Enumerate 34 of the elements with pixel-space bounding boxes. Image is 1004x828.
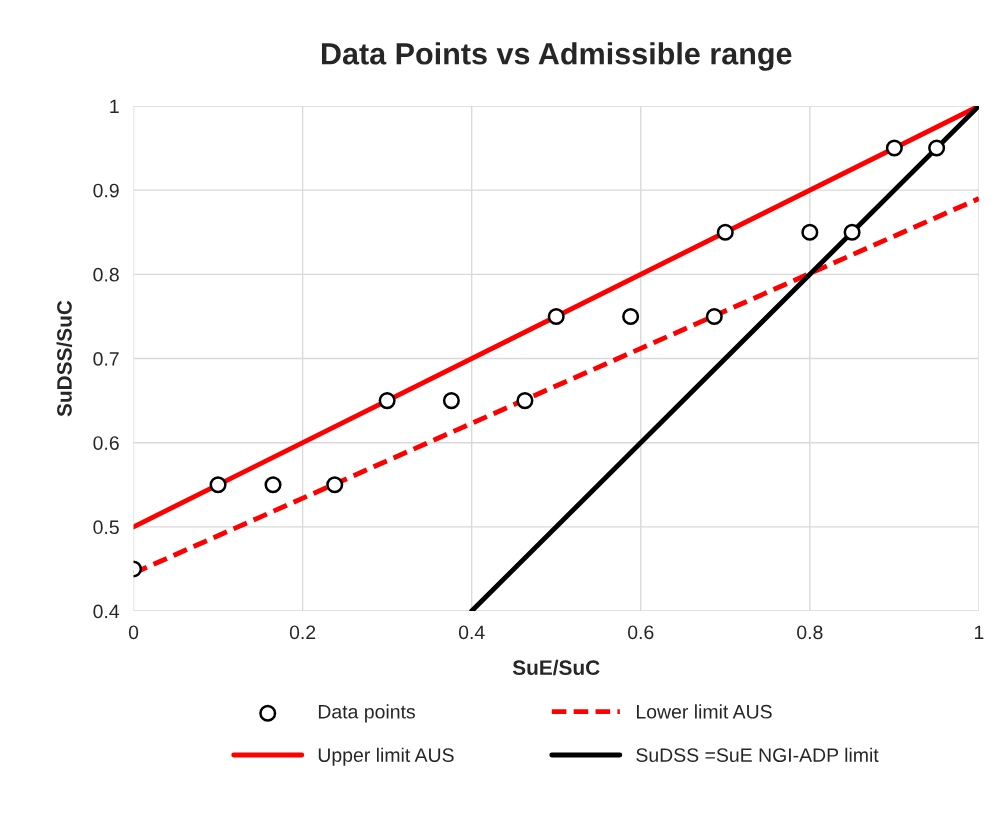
chart-title: Data Points vs Admissible range bbox=[321, 42, 792, 71]
x-tick-label: 0.6 bbox=[628, 625, 654, 640]
point bbox=[622, 307, 640, 325]
x-tick-label: 0.8 bbox=[797, 625, 823, 640]
point bbox=[547, 307, 565, 325]
y-tick-label: 0.4 bbox=[93, 604, 120, 619]
x-tick-label: 0 bbox=[128, 625, 139, 640]
point bbox=[801, 223, 819, 241]
y-axis-title: SuDSS/SuC bbox=[56, 300, 73, 417]
y-tick-label: 0.8 bbox=[93, 267, 119, 282]
point bbox=[885, 139, 903, 157]
point bbox=[716, 223, 734, 241]
legend-label: Upper limit AUS bbox=[318, 747, 454, 766]
x-axis-title: SuE/SuC bbox=[512, 659, 600, 676]
point bbox=[264, 476, 282, 494]
x-tick-label: 1 bbox=[974, 625, 984, 640]
legend-label: Lower limit AUS bbox=[636, 704, 772, 719]
x-tick-label: 0.4 bbox=[458, 625, 485, 640]
point bbox=[209, 476, 227, 494]
point bbox=[326, 476, 344, 494]
y-tick-label: 0.7 bbox=[93, 351, 119, 366]
point bbox=[843, 223, 861, 241]
point bbox=[516, 392, 534, 410]
point bbox=[378, 392, 396, 410]
legend-label: Data points bbox=[318, 704, 415, 723]
point bbox=[705, 307, 723, 325]
y-tick-label: 1 bbox=[110, 99, 119, 114]
y-tick-label: 0.6 bbox=[93, 436, 119, 450]
point bbox=[442, 392, 460, 410]
y-tick-label: 0.5 bbox=[93, 520, 119, 535]
x-tick-label: 0.2 bbox=[289, 625, 316, 640]
point bbox=[928, 139, 946, 157]
legend-label: SuDSS =SuE NGI-ADP limit bbox=[636, 747, 879, 763]
y-tick-label: 0.9 bbox=[93, 183, 119, 198]
